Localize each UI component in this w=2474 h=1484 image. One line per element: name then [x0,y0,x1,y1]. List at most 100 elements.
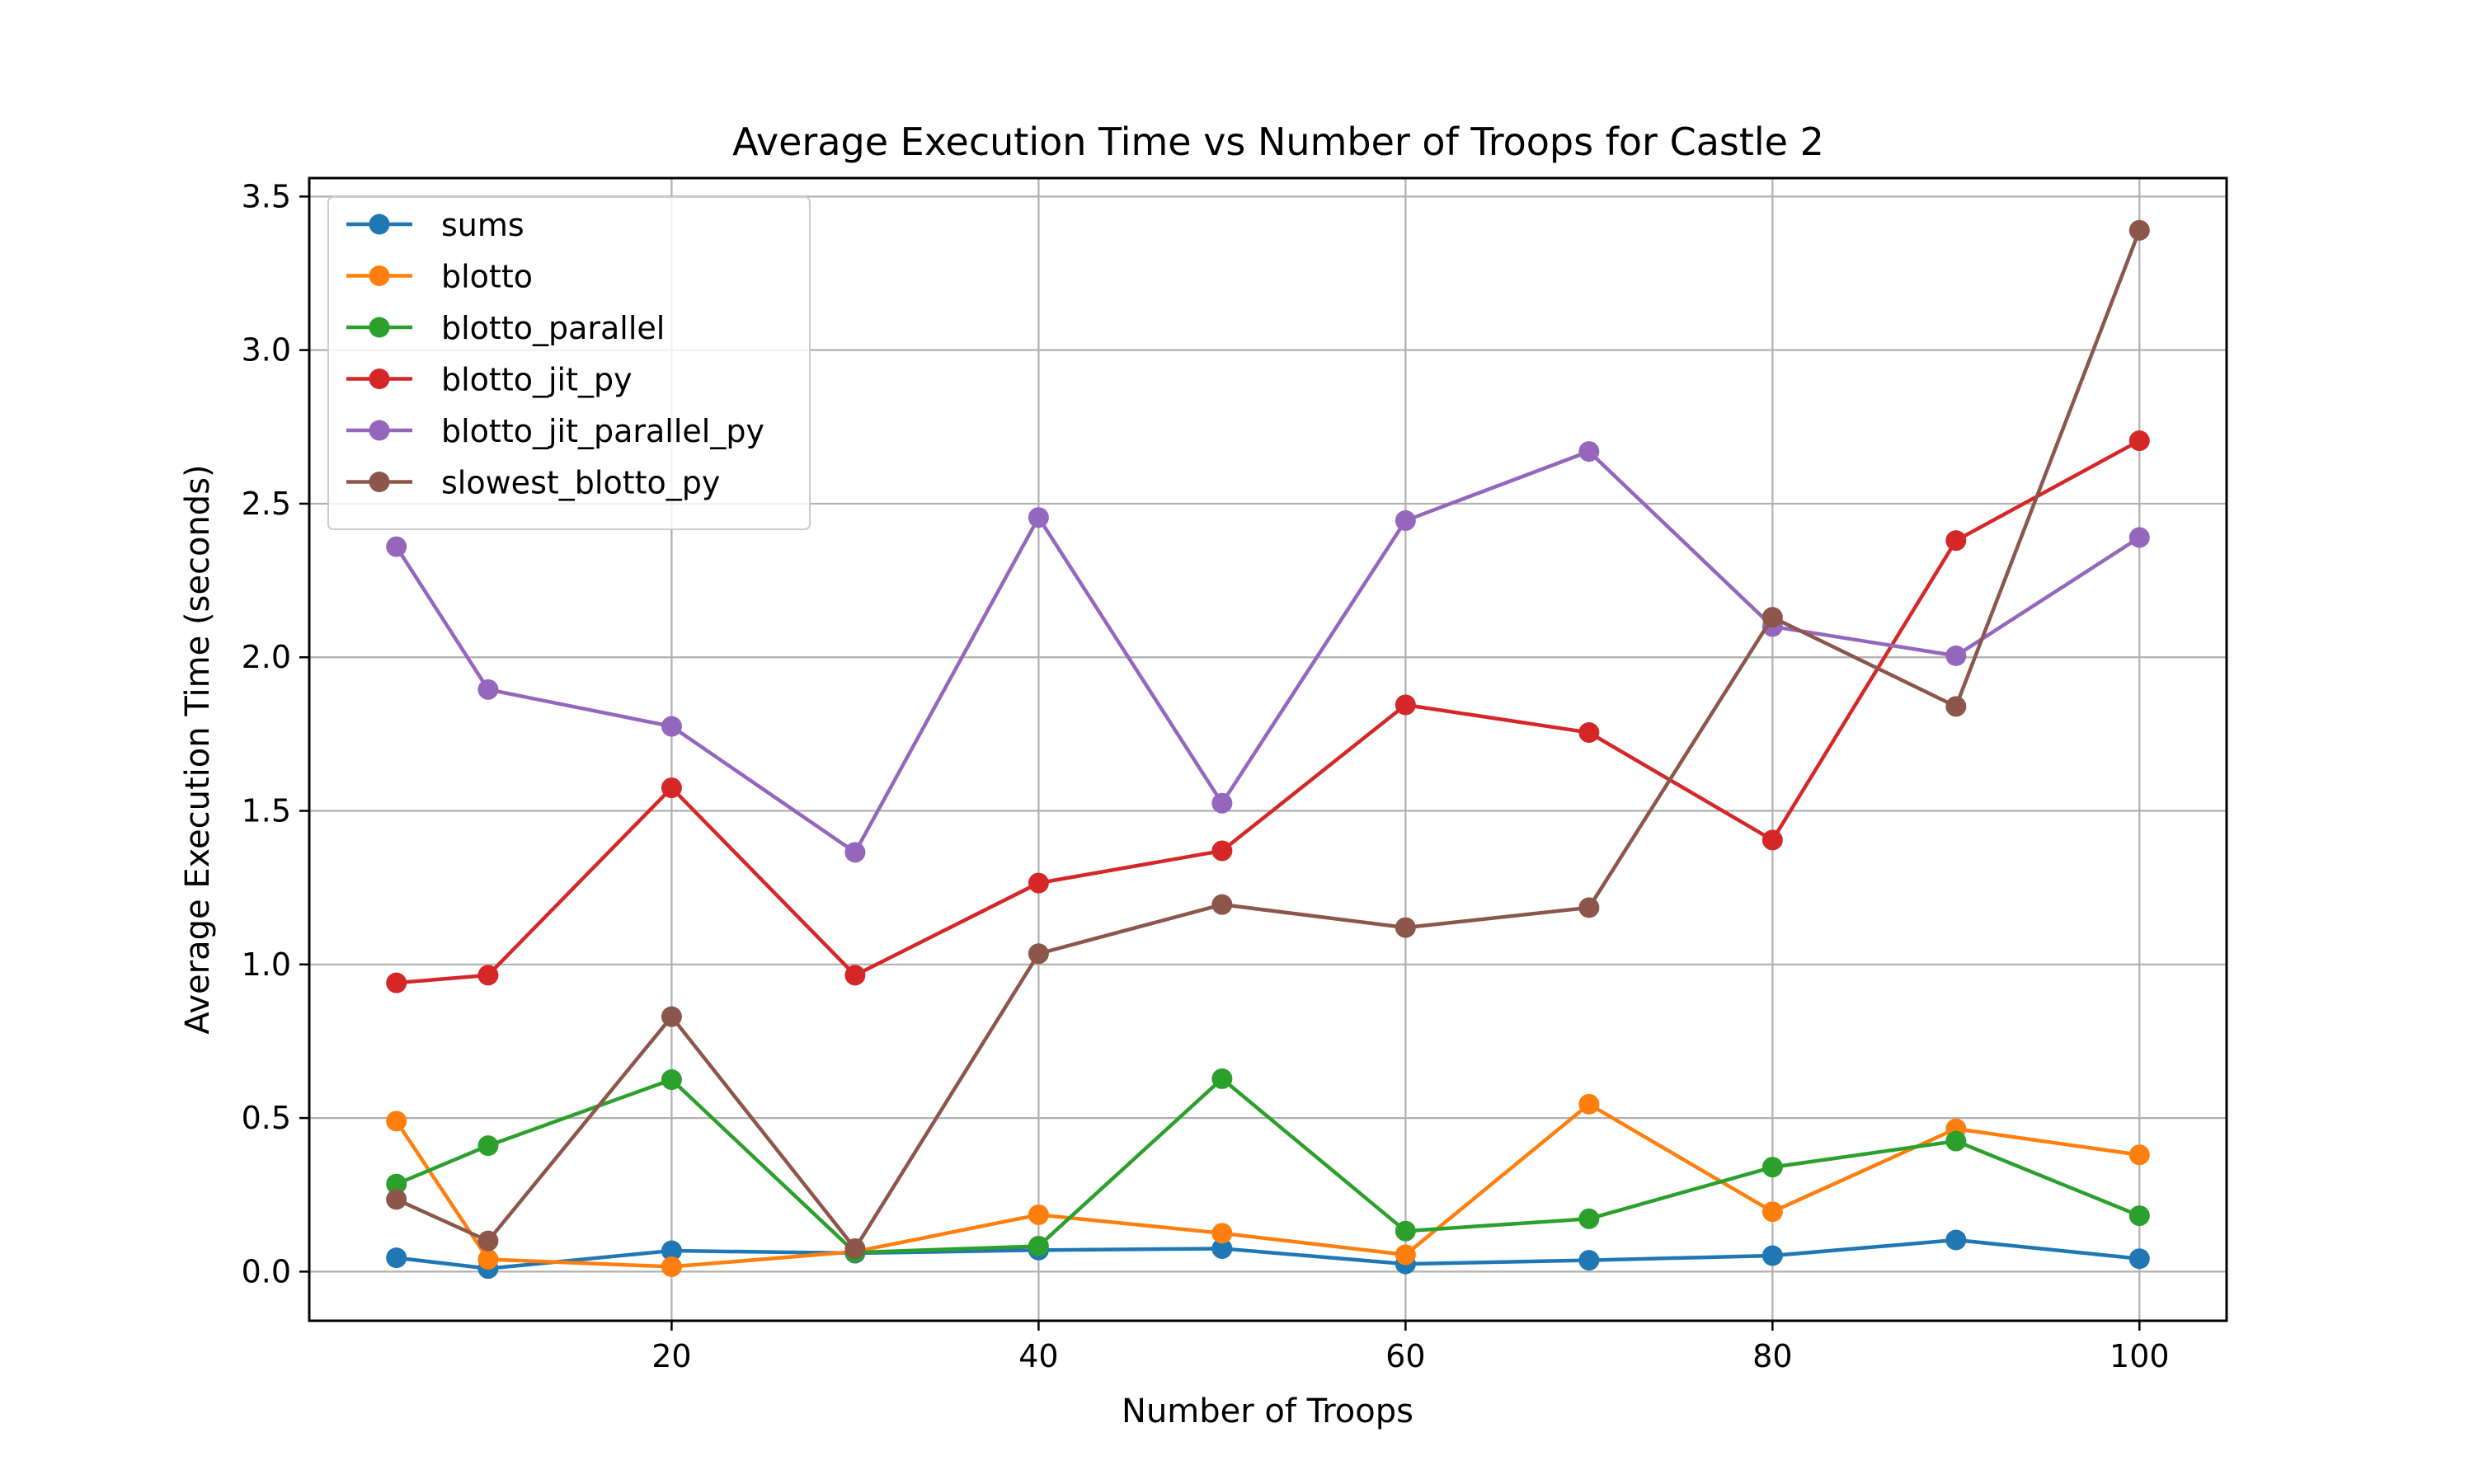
legend-swatch-marker [369,420,390,441]
data-point [386,1189,407,1210]
data-point [1761,1201,1783,1223]
x-tick-label: 60 [1385,1338,1425,1374]
data-point [1395,917,1416,938]
data-point [1578,1208,1600,1229]
series-slowest-blotto-py [386,219,2150,1259]
legend-item: slowest_blotto_py [346,465,720,501]
data-point [661,1069,682,1091]
data-point [1578,1250,1600,1271]
data-point [1945,1229,1967,1251]
legend-label: blotto [441,259,533,295]
data-point [1211,792,1233,814]
legend-item: blotto_parallel [346,310,665,346]
data-point [1945,1130,1967,1152]
data-point [1395,1244,1416,1266]
data-point [1945,645,1967,666]
data-point [2128,527,2150,548]
legend-swatch-marker [369,317,390,338]
y-tick-label: 1.0 [242,946,291,983]
legend-label: slowest_blotto_py [441,465,720,501]
x-axis-label: Number of Troops [1122,1392,1413,1430]
data-point [477,1230,499,1252]
series-blotto-jit-parallel-py [386,441,2150,863]
x-tick-label: 100 [2109,1338,2170,1374]
data-point [1395,694,1416,716]
data-point [2128,1144,2150,1166]
data-point [2128,219,2150,241]
data-point [844,842,866,863]
data-point [477,679,499,700]
plot-frame [308,176,2228,1322]
data-point [2128,1248,2150,1270]
legend-swatch-marker [369,214,390,235]
data-point [844,965,866,986]
data-point [2128,430,2150,452]
legend-item: blotto_jit_py [346,362,633,398]
y-tick-label: 3.5 [242,178,291,214]
legend: sums blotto blotto_parallel blotto_jit_pybl… [327,196,811,530]
data-point [1761,829,1783,851]
data-point [1395,510,1416,531]
legend-item: blotto [346,259,533,295]
data-point [1028,1235,1049,1256]
y-tick-label: 0.0 [242,1253,291,1289]
data-point [1028,872,1049,894]
data-point [661,1006,682,1027]
data-point [1028,507,1049,528]
data-point [1578,441,1600,463]
data-point [386,1173,407,1195]
legend-box [327,196,811,530]
data-point [1945,696,1967,717]
data-point [1761,1245,1783,1266]
data-point [661,1256,682,1277]
legend-label: blotto_jit_parallel_py [441,413,764,449]
data-point [477,1135,499,1157]
data-point [661,777,682,799]
data-point [477,965,499,986]
grid [309,178,2227,1321]
x-tick-label: 80 [1752,1338,1792,1374]
data-point [386,972,407,993]
data-point [1211,1237,1233,1259]
x-tick-label: 20 [651,1338,691,1374]
y-tick-label: 1.5 [242,793,291,829]
series-blotto [386,1093,2150,1277]
data-point [1945,530,1967,552]
data-point [1761,607,1783,628]
data-point [386,1111,407,1132]
legend-item: sums [346,207,524,243]
y-tick-label: 2.5 [242,486,291,522]
data-point [2128,1205,2150,1227]
data-point [1578,1093,1600,1115]
data-point [1211,894,1233,915]
data-point [661,716,682,737]
legend-swatch-marker [369,369,390,389]
data-point [844,1237,866,1259]
data-point [1211,1223,1233,1244]
y-axis-label: Average Execution Time (seconds) [179,464,217,1034]
data-point [1028,943,1049,965]
legend-swatch-marker [369,472,390,492]
series-blotto-jit-py [386,430,2150,993]
data-point [477,1248,499,1270]
data-point [1578,897,1600,918]
data-point [1211,840,1233,862]
y-tick-label: 3.0 [242,332,291,369]
data-point [1578,722,1600,744]
series-layer [386,219,2150,1280]
data-point [386,536,407,557]
data-point [386,1247,407,1269]
legend-label: blotto_jit_py [441,362,633,398]
legend-label: sums [441,207,524,243]
axis-ticks: 20 40 60 80 100 0.0 0.5 1.0 1.5 2.0 2.5 3.0 3.5 [242,178,2170,1374]
x-tick-label: 40 [1018,1338,1058,1374]
legend-item: blotto_jit_parallel_py [346,413,764,449]
legend-label: blotto_parallel [441,310,665,346]
data-point [1028,1204,1049,1225]
data-point [1211,1068,1233,1089]
data-point [1395,1220,1416,1242]
data-point [661,1240,682,1261]
y-tick-label: 2.0 [242,639,291,675]
chart-title: Average Execution Time vs Number of Troo… [732,120,1824,164]
